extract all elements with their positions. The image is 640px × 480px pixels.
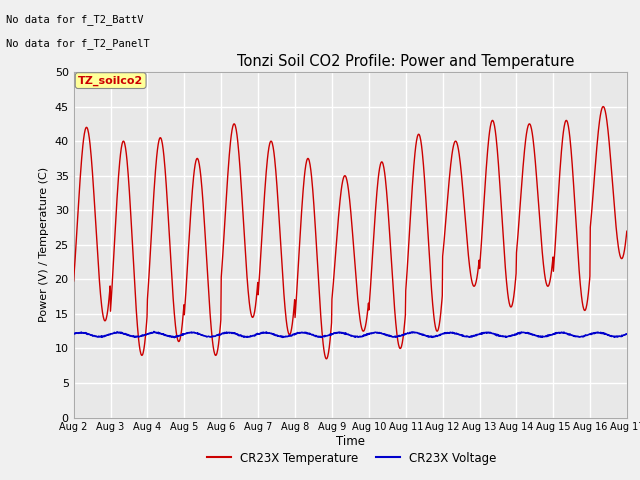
Y-axis label: Power (V) / Temperature (C): Power (V) / Temperature (C) (39, 167, 49, 323)
Text: No data for f_T2_PanelT: No data for f_T2_PanelT (6, 38, 150, 49)
Text: TZ_soilco2: TZ_soilco2 (78, 75, 143, 86)
Legend: CR23X Temperature, CR23X Voltage: CR23X Temperature, CR23X Voltage (202, 447, 502, 469)
Title: Tonzi Soil CO2 Profile: Power and Temperature: Tonzi Soil CO2 Profile: Power and Temper… (237, 54, 575, 70)
Text: No data for f_T2_BattV: No data for f_T2_BattV (6, 14, 144, 25)
X-axis label: Time: Time (336, 435, 365, 448)
